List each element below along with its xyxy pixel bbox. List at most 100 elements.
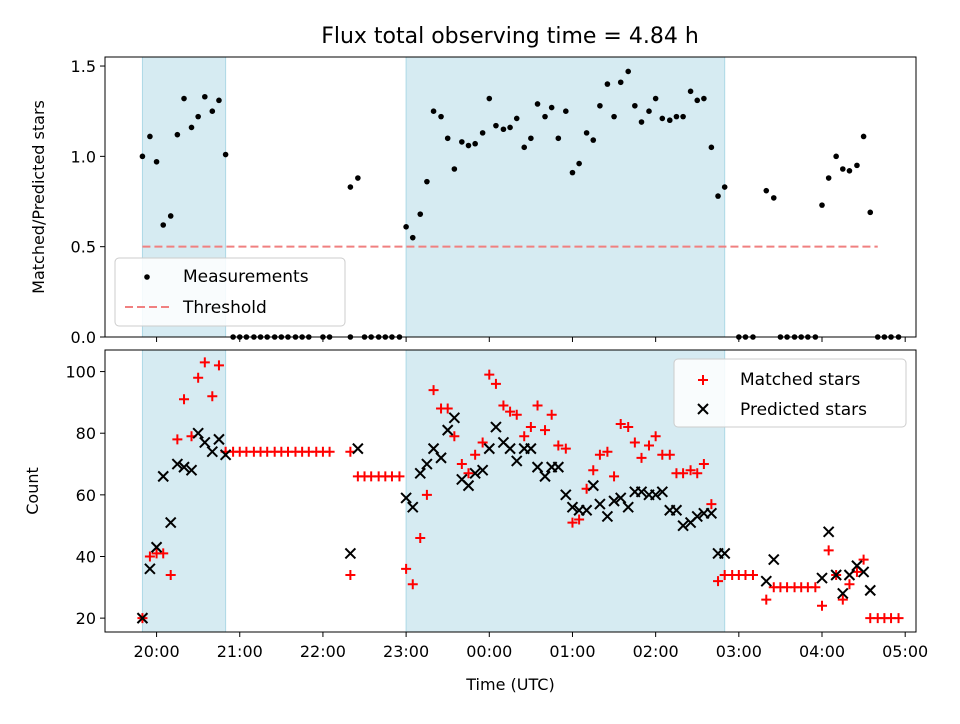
x-tick-label: 03:00: [716, 642, 762, 661]
data-point: [344, 547, 357, 560]
data-point: [574, 514, 585, 525]
data-point: [837, 594, 848, 605]
data-point: [490, 378, 501, 389]
data-point: [179, 394, 190, 405]
series-predicted-stars: [136, 412, 876, 624]
data-point: [698, 459, 709, 470]
data-point: [193, 372, 204, 383]
data-point: [830, 569, 842, 581]
data-point: [594, 449, 605, 460]
data-point: [652, 95, 659, 102]
data-point: [470, 449, 481, 460]
data-point: [486, 95, 493, 102]
data-point: [401, 563, 412, 574]
data-point: [602, 446, 613, 457]
y-tick-label: 20: [76, 609, 96, 628]
data-point: [188, 124, 195, 131]
data-point: [493, 122, 499, 129]
data-point: [463, 468, 474, 479]
data-point: [355, 175, 361, 181]
data-point: [525, 422, 536, 433]
data-point: [435, 452, 447, 464]
data-point: [209, 108, 216, 114]
data-point: [718, 547, 731, 560]
data-point: [615, 492, 627, 504]
y-tick-label: 1.0: [71, 147, 96, 166]
data-point: [583, 130, 590, 136]
data-point: [479, 130, 486, 136]
data-point: [407, 579, 418, 590]
shaded-interval: [405, 56, 726, 338]
data-point: [563, 108, 569, 114]
data-point: [441, 424, 454, 436]
data-point: [158, 548, 169, 559]
data-point: [160, 222, 167, 228]
data-point: [195, 113, 201, 120]
y-tick-label: 40: [76, 547, 96, 566]
data-point: [219, 449, 232, 461]
legend-label-matched: Matched stars: [740, 370, 860, 390]
data-point: [178, 461, 190, 473]
data-point: [542, 113, 548, 120]
data-point: [705, 507, 718, 520]
data-point: [199, 357, 210, 368]
data-point: [144, 563, 156, 575]
data-point: [216, 97, 222, 104]
data-point: [174, 131, 181, 138]
data-point: [747, 569, 758, 580]
data-point: [825, 175, 832, 181]
data-point: [150, 541, 163, 553]
data-point: [604, 81, 611, 87]
y-axis-label: Count: [23, 467, 42, 515]
data-point: [844, 579, 855, 590]
data-point: [635, 486, 648, 498]
data-point: [576, 160, 582, 167]
data-point: [430, 108, 437, 114]
x-tick-label: 01:00: [549, 642, 595, 661]
data-point: [770, 195, 777, 201]
data-point: [438, 113, 444, 120]
data-point: [417, 211, 424, 217]
data-point: [345, 569, 356, 580]
data-point: [837, 587, 849, 600]
data-point: [615, 418, 626, 429]
data-point: [421, 458, 433, 470]
data-point: [664, 449, 675, 460]
data-point: [555, 135, 562, 142]
data-point: [670, 504, 683, 516]
data-point: [484, 369, 495, 380]
data-point: [451, 166, 458, 172]
y-tick-label: 1.5: [71, 57, 96, 76]
data-point: [763, 187, 770, 194]
data-point: [687, 88, 694, 95]
data-point: [649, 489, 662, 501]
data-point: [692, 468, 703, 479]
top-panel: 0.0 0.5 1.0 1.5 Matched/Predicted stars Measu…: [29, 56, 917, 347]
y-tick-label: 100: [65, 363, 96, 382]
data-point: [590, 137, 597, 143]
data-point: [528, 135, 534, 142]
data-point: [504, 442, 516, 455]
shaded-interval: [405, 349, 726, 633]
data-point: [421, 489, 432, 500]
data-point: [213, 360, 224, 371]
data-point: [181, 95, 187, 102]
data-point: [469, 467, 481, 479]
data-point: [629, 437, 640, 448]
data-point: [846, 168, 853, 174]
data-point: [566, 501, 579, 513]
x-tick-label: 23:00: [383, 642, 429, 661]
data-point: [448, 412, 461, 424]
x-tick-label: 02:00: [633, 642, 679, 661]
data-point: [531, 461, 544, 473]
data-point: [324, 446, 335, 457]
data-point: [833, 153, 839, 160]
data-point: [424, 178, 430, 185]
data-point: [617, 79, 624, 86]
x-tick-label: 00:00: [466, 642, 512, 661]
legend-label-predicted: Predicted stars: [740, 400, 867, 420]
data-point: [157, 470, 169, 483]
data-point: [185, 464, 198, 476]
data-point: [656, 486, 669, 498]
data-point: [560, 489, 572, 501]
